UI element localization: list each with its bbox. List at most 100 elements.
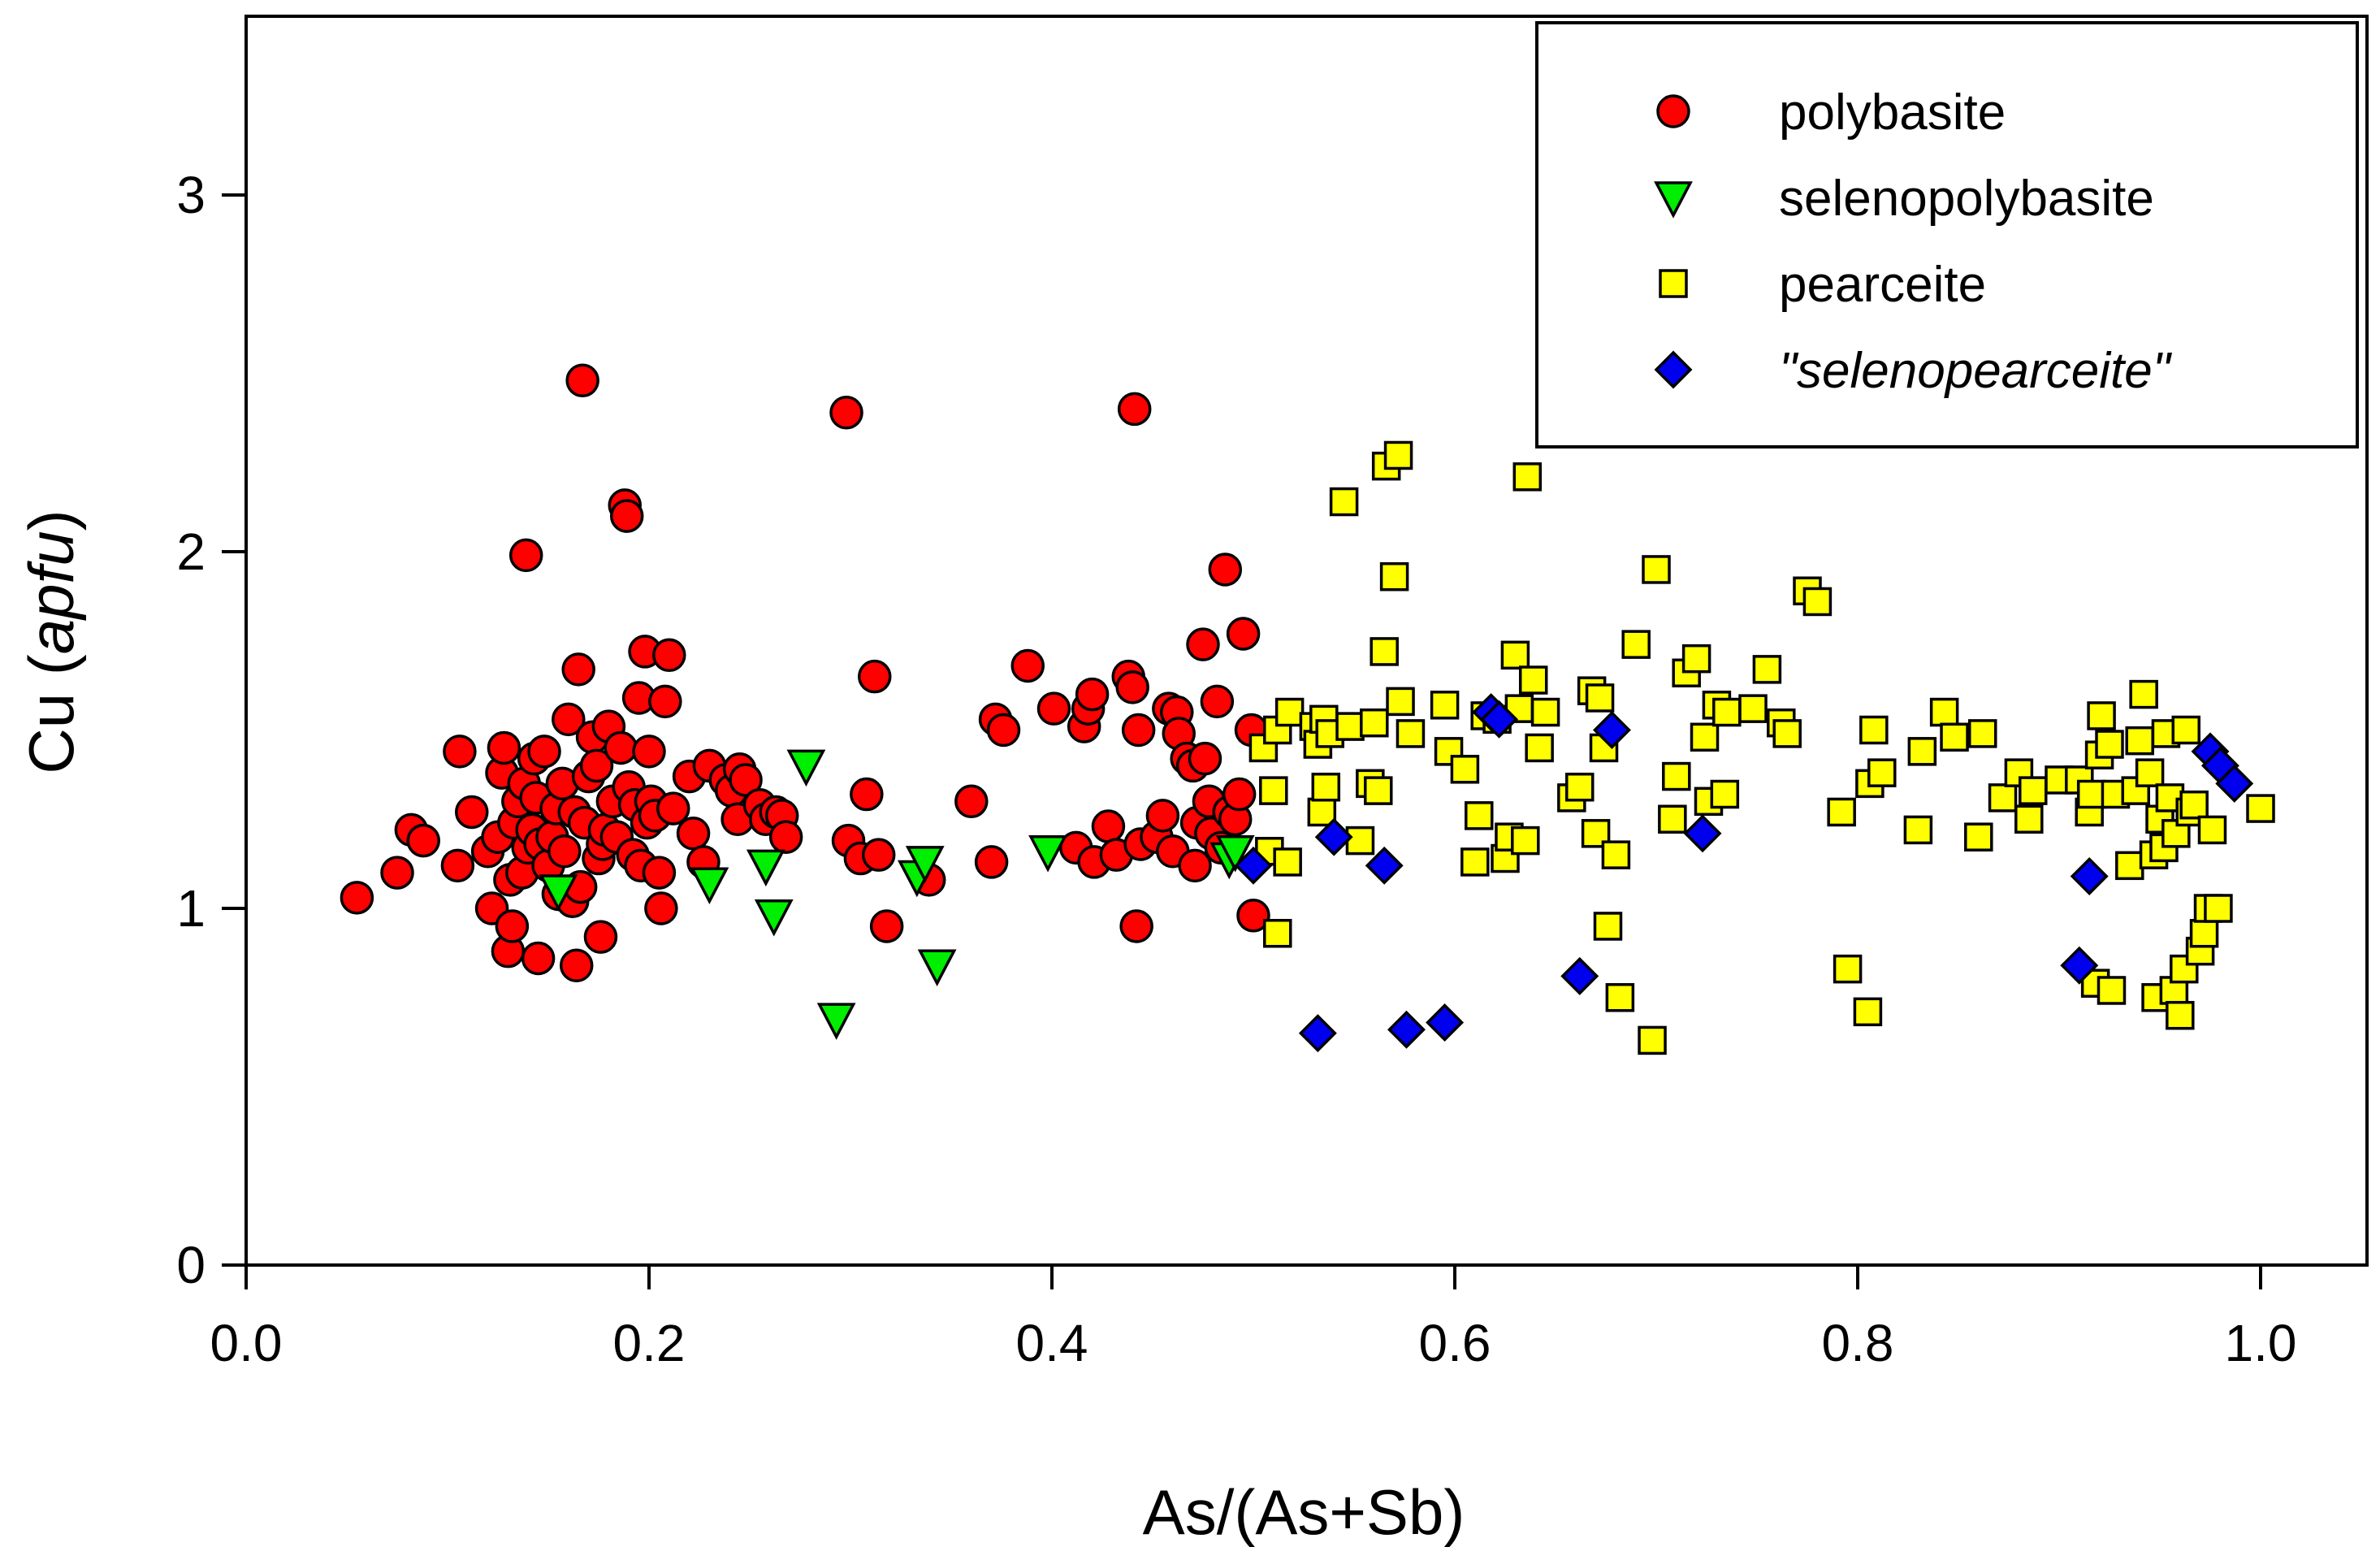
plot-area-frame <box>244 15 2369 1267</box>
point-selenopearceite <box>1365 846 1404 885</box>
point-polybasite <box>648 684 682 719</box>
point-polybasite <box>1119 909 1153 943</box>
point-polybasite <box>954 784 989 819</box>
point-polybasite <box>609 499 644 533</box>
point-pearceite <box>1968 719 1997 748</box>
point-polybasite <box>508 538 543 573</box>
point-selenopearceite <box>1560 956 1599 995</box>
point-polybasite <box>869 909 904 943</box>
point-pearceite <box>1712 697 1742 727</box>
legend: polybasite selenopolybasite pearceite "sele… <box>1535 21 2359 448</box>
point-pearceite <box>2189 918 2219 948</box>
point-pearceite <box>1802 587 1833 617</box>
point-polybasite <box>632 734 666 769</box>
point-pearceite <box>1853 997 1883 1027</box>
point-pearceite <box>1504 694 1534 723</box>
point-pearceite <box>1383 440 1413 470</box>
point-selenopolybasite <box>539 874 578 912</box>
point-selenopearceite <box>1592 711 1631 749</box>
point-selenopolybasite <box>746 849 785 887</box>
point-pearceite <box>2204 894 2233 923</box>
y-axis-title-italic: apfu <box>15 531 87 654</box>
point-pearceite <box>2076 779 2106 809</box>
point-pearceite <box>1396 719 1426 748</box>
point-polybasite <box>768 820 803 854</box>
point-pearceite <box>1752 655 1782 684</box>
point-pearceite <box>1827 797 1856 827</box>
point-pearceite <box>2125 726 2154 756</box>
point-selenopolybasite <box>816 1003 856 1040</box>
point-polybasite <box>850 777 884 812</box>
point-pearceite <box>1525 733 1554 763</box>
point-pearceite <box>1512 462 1543 492</box>
y-tick-label: 2 <box>176 522 206 581</box>
y-tick-label: 3 <box>176 166 206 224</box>
point-pearceite <box>1585 683 1615 713</box>
x-tick-label: 0.4 <box>1016 1314 1088 1372</box>
point-polybasite <box>1121 713 1156 748</box>
point-pearceite <box>1859 715 1889 745</box>
point-pearceite <box>2019 776 2048 805</box>
point-polybasite <box>527 734 561 769</box>
point-pearceite <box>1450 755 1480 784</box>
point-pearceite <box>1593 912 1623 941</box>
point-selenopearceite <box>1314 817 1353 856</box>
point-polybasite <box>644 891 678 925</box>
point-pearceite <box>1929 697 1959 727</box>
point-pearceite <box>1621 630 1651 659</box>
point-pearceite <box>1642 555 1671 584</box>
legend-label-selenopearceite: "selenopearceite" <box>1779 343 2173 399</box>
point-pearceite <box>1364 776 1393 805</box>
point-selenopolybasite <box>690 867 729 905</box>
point-pearceite <box>1518 665 1548 695</box>
point-pearceite <box>2171 715 2200 745</box>
point-pearceite <box>1710 779 1740 809</box>
point-pearceite <box>1662 761 1691 791</box>
point-polybasite <box>642 856 677 890</box>
point-polybasite <box>656 791 690 826</box>
point-polybasite <box>858 659 892 694</box>
legend-marker-selenopearceite <box>1654 350 1693 389</box>
point-pearceite <box>1601 840 1631 869</box>
point-pearceite <box>2135 758 2165 787</box>
legend-marker-selenopolybasite <box>1654 181 1693 219</box>
point-polybasite <box>455 795 489 830</box>
point-pearceite <box>2179 790 2209 820</box>
point-selenopolybasite <box>754 899 794 937</box>
point-selenopolybasite <box>917 949 957 987</box>
x-tick-label: 0.8 <box>1822 1314 1894 1372</box>
point-polybasite <box>583 920 618 954</box>
point-pearceite <box>1988 783 2018 812</box>
point-selenopearceite <box>1298 1014 1337 1053</box>
point-selenopearceite <box>1387 1010 1426 1049</box>
x-tick-label: 0.0 <box>210 1314 283 1372</box>
point-pearceite <box>1259 776 1288 805</box>
point-polybasite <box>1208 552 1243 587</box>
x-tick-label: 0.6 <box>1419 1314 1491 1372</box>
point-selenopearceite <box>1234 846 1273 885</box>
point-polybasite <box>1010 648 1045 683</box>
point-polybasite <box>552 702 586 737</box>
point-polybasite <box>1236 899 1270 933</box>
point-pearceite <box>1465 801 1494 830</box>
point-pearceite <box>1379 561 1409 592</box>
y-axis-title-main: Cu ( <box>15 654 87 774</box>
point-selenopolybasite <box>1215 835 1255 873</box>
point-pearceite <box>1903 815 1933 845</box>
point-polybasite <box>1222 777 1257 812</box>
point-polybasite <box>521 941 556 976</box>
point-polybasite <box>1145 799 1180 833</box>
point-selenopolybasite <box>905 846 945 883</box>
point-pearceite <box>2095 730 2124 759</box>
x-axis-title: As/(As+Sb) <box>1143 1476 1465 1548</box>
point-pearceite <box>1907 737 1937 766</box>
y-axis-title-end: ) <box>15 509 87 531</box>
point-pearceite <box>2246 794 2275 823</box>
point-pearceite <box>1690 722 1720 752</box>
point-polybasite <box>1186 627 1220 661</box>
point-pearceite <box>1329 487 1359 517</box>
y-axis-title: Cu (apfu) <box>15 509 87 774</box>
point-pearceite <box>1360 708 1389 738</box>
point-selenopolybasite <box>1028 835 1067 873</box>
point-pearceite <box>1940 722 1969 752</box>
